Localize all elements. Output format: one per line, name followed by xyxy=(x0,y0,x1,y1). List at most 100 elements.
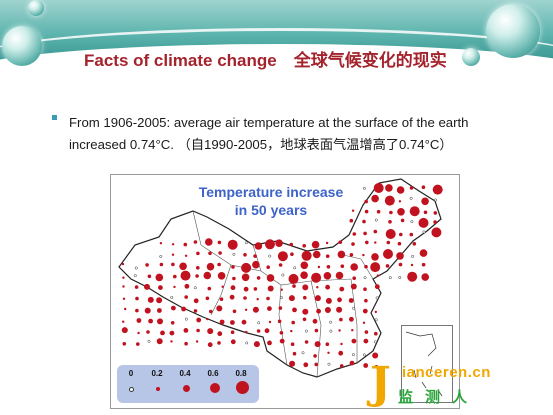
station-dot xyxy=(184,254,188,257)
station-dot xyxy=(350,263,358,271)
station-dot xyxy=(374,218,378,222)
station-dot xyxy=(364,264,368,269)
watermark-j: J xyxy=(370,358,391,409)
station-dot xyxy=(280,288,283,291)
station-dot xyxy=(340,342,343,346)
station-dot xyxy=(218,251,222,255)
station-dot xyxy=(362,353,366,357)
station-dot xyxy=(217,240,222,245)
station-dot xyxy=(302,308,309,315)
station-dot xyxy=(374,340,377,344)
station-dot xyxy=(133,274,137,278)
station-dot xyxy=(397,241,402,246)
station-dot xyxy=(216,305,223,312)
station-dot xyxy=(171,262,175,267)
station-dot xyxy=(433,211,438,215)
station-dot xyxy=(155,273,164,282)
station-dot xyxy=(219,297,224,301)
map-caption-line-1: Temperature increase xyxy=(198,184,344,200)
legend-label-0-4: 0.4 xyxy=(179,369,191,378)
station-dot xyxy=(324,307,331,313)
station-dot xyxy=(146,330,150,334)
station-dot xyxy=(290,252,294,256)
station-dot xyxy=(156,297,163,304)
station-dot xyxy=(170,321,175,325)
station-dot xyxy=(265,239,275,250)
station-dot xyxy=(303,295,307,300)
station-dot xyxy=(160,330,165,336)
station-dot xyxy=(383,249,393,259)
station-dot xyxy=(373,183,384,193)
station-dot xyxy=(227,239,238,250)
station-dot xyxy=(122,285,125,288)
station-dot xyxy=(217,331,223,337)
station-dot xyxy=(316,308,321,314)
station-dot xyxy=(183,242,188,247)
station-dot xyxy=(385,229,396,239)
station-dot xyxy=(196,317,202,323)
station-dot xyxy=(385,184,393,192)
station-dot xyxy=(193,286,197,290)
station-dot xyxy=(352,276,356,280)
station-dot xyxy=(134,285,139,289)
station-dot xyxy=(193,298,199,304)
station-dot xyxy=(302,284,309,291)
map-graphic xyxy=(118,178,443,378)
station-dot xyxy=(351,353,355,357)
station-dot xyxy=(217,272,226,280)
station-dot xyxy=(290,329,293,333)
header-swoosh xyxy=(0,28,553,91)
station-dot xyxy=(374,310,377,314)
station-dot xyxy=(207,328,214,335)
station-dot xyxy=(326,265,331,269)
station-dot xyxy=(136,342,140,346)
station-dot xyxy=(173,274,177,279)
station-dot xyxy=(323,272,332,280)
station-dot xyxy=(400,218,405,223)
station-dot xyxy=(388,220,392,224)
station-dot xyxy=(266,296,270,301)
station-dot xyxy=(193,309,198,313)
station-dot xyxy=(397,208,405,216)
legend-dot-0-2 xyxy=(156,387,160,391)
station-dot xyxy=(253,341,260,348)
station-dot xyxy=(363,363,369,368)
station-dot xyxy=(314,341,321,348)
station-dot xyxy=(364,298,368,303)
station-dot xyxy=(244,308,248,311)
station-dot xyxy=(371,194,379,203)
station-dot xyxy=(209,309,213,314)
station-dot xyxy=(277,319,282,324)
station-dot xyxy=(243,286,249,292)
station-dot xyxy=(371,253,379,261)
station-dot xyxy=(180,270,191,281)
station-dot xyxy=(302,317,307,322)
station-dot xyxy=(170,340,173,343)
station-dot xyxy=(171,253,175,256)
legend-label-0-6: 0.6 xyxy=(207,369,219,378)
station-dot xyxy=(301,351,305,355)
station-dot xyxy=(362,253,365,257)
station-dot xyxy=(362,186,366,190)
header-band xyxy=(0,0,553,98)
station-dot xyxy=(157,308,162,313)
station-dot xyxy=(122,276,125,279)
station-dot xyxy=(349,316,354,322)
station-dot xyxy=(349,360,355,366)
station-dot xyxy=(279,338,285,344)
map-caption-line-2: in 50 years xyxy=(234,202,308,218)
station-dot xyxy=(196,328,200,333)
station-dot xyxy=(421,185,426,189)
bullet-icon xyxy=(52,115,57,120)
station-dot xyxy=(207,342,213,348)
station-dot xyxy=(313,354,317,358)
station-dot xyxy=(171,305,176,311)
station-dot xyxy=(335,271,344,280)
station-dot xyxy=(148,318,153,324)
station-dot xyxy=(257,321,261,325)
station-dot xyxy=(338,240,343,244)
station-dot xyxy=(277,251,288,262)
station-dot xyxy=(181,306,186,312)
station-dot xyxy=(327,351,330,354)
station-dot xyxy=(206,317,209,321)
